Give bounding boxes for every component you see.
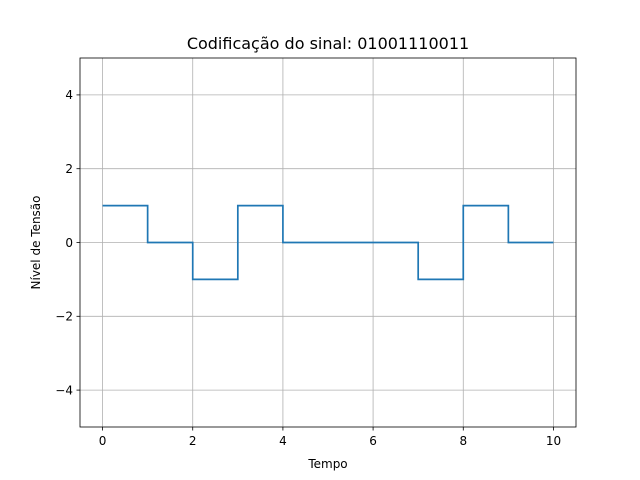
y-tick-label: 0 <box>65 236 73 250</box>
ticks: 0 2 4 6 8 10 −4 −2 0 2 4 <box>55 88 561 448</box>
x-tick-label: 2 <box>189 434 197 448</box>
x-tick-label: 0 <box>99 434 107 448</box>
x-tick-label: 6 <box>369 434 377 448</box>
y-axis-label: Nível de Tensão <box>29 196 43 290</box>
x-tick-label: 10 <box>546 434 561 448</box>
x-axis-label: Tempo <box>307 457 347 471</box>
x-tick-label: 4 <box>279 434 287 448</box>
y-tick-label: 4 <box>65 88 73 102</box>
signal-series-line <box>102 204 554 281</box>
series-layer <box>102 204 554 281</box>
y-tick-label: −4 <box>55 383 73 397</box>
chart-title: Codificação do sinal: 01001110011 <box>187 34 469 53</box>
y-tick-label: 2 <box>65 162 73 176</box>
y-tick-label: −2 <box>55 310 73 324</box>
x-tick-label: 8 <box>459 434 467 448</box>
